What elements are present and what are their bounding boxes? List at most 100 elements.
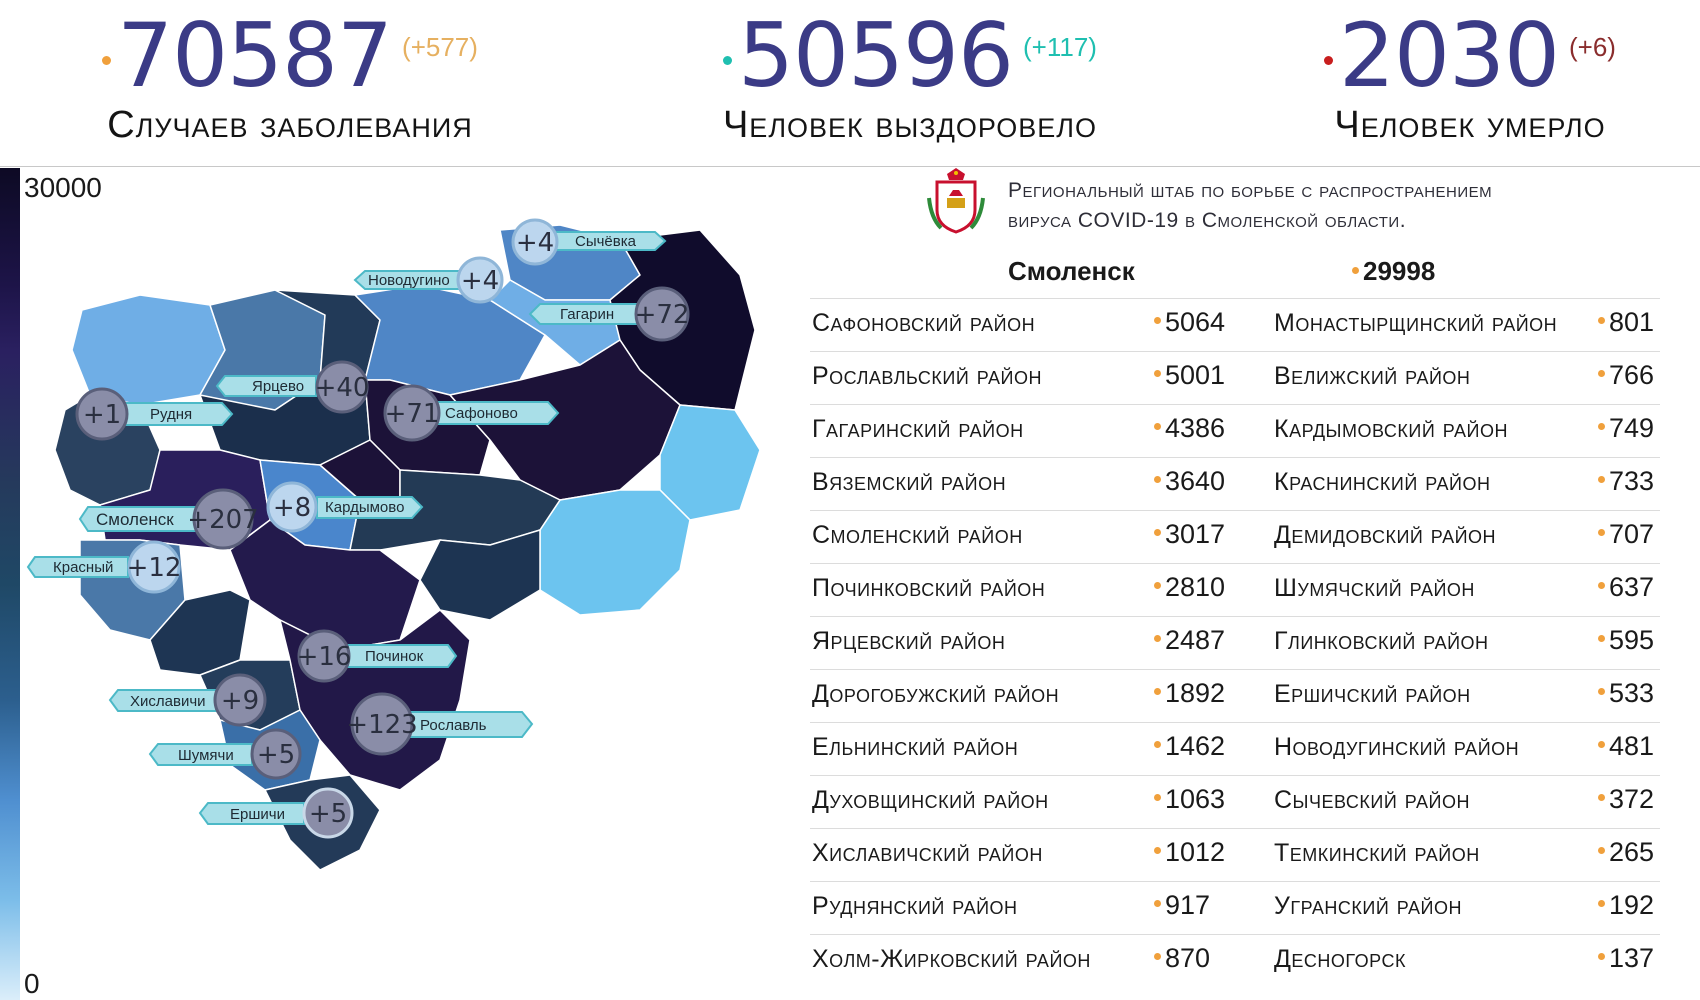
svg-text:Смоленск: Смоленск (96, 510, 174, 529)
svg-text:+5: +5 (257, 740, 295, 770)
district-name: Вяземский район (812, 468, 1007, 496)
district-value: 481 (1598, 731, 1654, 762)
orange-dot-icon (1154, 847, 1161, 855)
district-name: Десногорск (1274, 945, 1406, 973)
cases-delta: (+577) (402, 31, 478, 62)
orange-dot-icon (1154, 476, 1161, 484)
svg-text:+1: +1 (83, 400, 121, 430)
svg-text:Сычёвка: Сычёвка (575, 233, 637, 250)
district-name: Сафоновский район (812, 309, 1036, 337)
recovered-dot-icon (723, 55, 733, 65)
district-name: Глинковский район (1274, 627, 1489, 655)
legend-min-label: 0 (24, 968, 40, 999)
svg-text:+123: +123 (346, 710, 417, 740)
orange-dot-icon (1598, 953, 1605, 961)
map-label-shumyachi: Шумячи +5 (148, 728, 302, 780)
orange-dot-icon (1154, 688, 1161, 696)
district-name: Руднянский район (812, 892, 1018, 920)
district-value: 192 (1598, 890, 1654, 921)
orange-dot-icon (1154, 370, 1161, 378)
svg-text:+8: +8 (273, 493, 311, 523)
city-name: Смоленск (1008, 256, 1135, 286)
hq-title-line1: Региональный штаб по борьбе с распростра… (1008, 179, 1493, 202)
table-row: Ельнинский район 1462 Новодугинский райо… (810, 722, 1660, 776)
district-name: Сычевский район (1274, 786, 1470, 814)
district-value: 766 (1598, 360, 1654, 391)
map-label-smolensk: Смоленск +207 (78, 488, 259, 550)
district-name: Велижский район (1274, 362, 1471, 390)
district-name: Угранский район (1274, 892, 1462, 920)
district-value: 265 (1598, 837, 1654, 868)
region-map: Сычёвка +4 Новодугино +4 Гагарин +72 Ярц… (26, 218, 761, 871)
svg-text:Ершичи: Ершичи (230, 806, 285, 823)
map-label-ershichi: Ершичи +5 (198, 787, 354, 839)
orange-dot-icon (1598, 423, 1605, 431)
svg-text:+12: +12 (127, 553, 182, 583)
table-row: Починковский район 2810 Шумячский район … (810, 563, 1660, 617)
district-value: 4386 (1154, 413, 1225, 444)
district-monastyrshchina (149, 589, 251, 676)
orange-dot-icon (1598, 317, 1605, 325)
svg-text:+72: +72 (635, 300, 690, 330)
orange-dot-icon (1154, 635, 1161, 643)
map-label-novodugino: Новодугино +4 (353, 256, 504, 304)
svg-text:Рудня: Рудня (150, 406, 192, 423)
color-scale-legend (0, 168, 20, 1000)
orange-dot-icon (1154, 794, 1161, 802)
district-value: 1892 (1154, 678, 1225, 709)
district-value: 1063 (1154, 784, 1225, 815)
stat-deaths: 2030 (+6) Человек умерло (1260, 8, 1680, 146)
city-row: Смоленск 29998 (810, 256, 1660, 296)
district-value: 917 (1154, 890, 1210, 921)
table-row: Руднянский район 917 Угранский район 192 (810, 881, 1660, 935)
table-row: Духовщинский район 1063 Сычевский район … (810, 775, 1660, 829)
district-name: Хиславичский район (812, 839, 1043, 867)
recovered-value: 50596 (738, 4, 1014, 107)
orange-dot-icon (1598, 900, 1605, 908)
svg-text:+207: +207 (187, 505, 258, 535)
map-label-roslavl: Рославль +123 (346, 692, 534, 756)
table-row: Хиславичский район 1012 Темкинский район… (810, 828, 1660, 882)
map-label-krasny: Красный +12 (26, 540, 182, 594)
district-value: 2487 (1154, 625, 1225, 656)
district-value: 137 (1598, 943, 1654, 974)
district-name: Рославльский район (812, 362, 1042, 390)
district-name: Ершичский район (1274, 680, 1471, 708)
stat-recovered: 50596 (+117) Человек выздоровело (630, 4, 1190, 147)
svg-text:+40: +40 (315, 373, 370, 403)
district-value: 749 (1598, 413, 1654, 444)
district-ugra (539, 489, 691, 616)
district-value: 637 (1598, 572, 1654, 603)
cases-label: Случаев заболевания (107, 104, 473, 146)
orange-dot-icon (1154, 953, 1161, 961)
map-label-rudnya: Рудня +1 (75, 387, 234, 441)
map-label-khislavichi: Хиславичи +9 (108, 673, 267, 727)
svg-text:Шумячи: Шумячи (178, 747, 234, 764)
table-row: Смоленский район 3017 Демидовский район … (810, 510, 1660, 564)
district-value: 2810 (1154, 572, 1225, 603)
orange-dot-icon (1598, 794, 1605, 802)
svg-text:Хиславичи: Хиславичи (130, 693, 206, 710)
table-row: Холм-Жирковский район 870 Десногорск 137 (810, 934, 1660, 988)
district-value: 870 (1154, 943, 1210, 974)
district-value: 372 (1598, 784, 1654, 815)
district-name: Смоленский район (812, 521, 1023, 549)
district-value: 733 (1598, 466, 1654, 497)
orange-dot-icon (1154, 423, 1161, 431)
svg-text:+4: +4 (516, 228, 554, 258)
orange-dot-icon (1598, 529, 1605, 537)
deaths-label: Человек умерло (1334, 104, 1606, 146)
district-elnya (419, 529, 541, 621)
district-value: 3017 (1154, 519, 1225, 550)
district-name: Холм-Жирковский район (812, 945, 1091, 973)
table-row: Вяземский район 3640 Краснинский район 7… (810, 457, 1660, 511)
orange-dot-icon (1598, 635, 1605, 643)
divider (0, 166, 1700, 167)
cases-dot-icon (102, 55, 112, 65)
svg-text:+5: +5 (309, 799, 347, 829)
map-label-safonovo: Сафоново +71 (383, 384, 560, 442)
district-name: Краснинский район (1274, 468, 1491, 496)
deaths-delta: (+6) (1568, 31, 1616, 62)
city-value: 29998 (1352, 256, 1435, 287)
coat-of-arms-icon (927, 168, 985, 234)
